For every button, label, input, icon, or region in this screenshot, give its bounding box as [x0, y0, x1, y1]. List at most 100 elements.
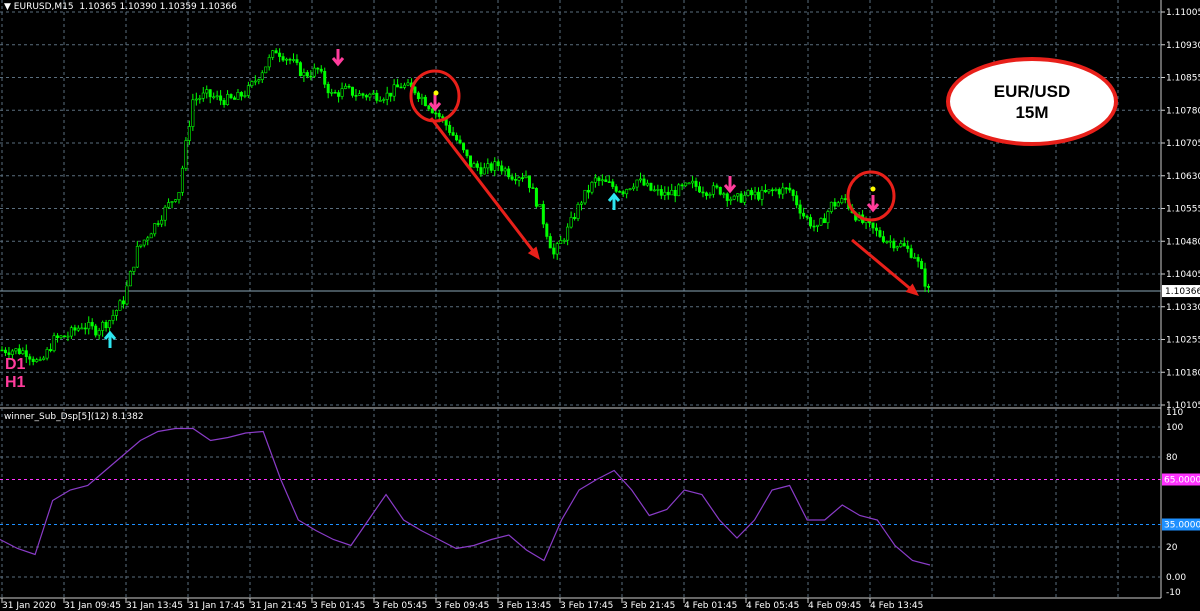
- low-value: 1.10359: [159, 2, 197, 12]
- candle-body: [243, 95, 247, 97]
- time-label: 3 Feb 13:45: [498, 601, 551, 611]
- candle-body: [708, 194, 712, 196]
- candle-body: [42, 357, 46, 360]
- candle-body: [361, 93, 365, 96]
- candle-body: [527, 175, 531, 188]
- time-label: 31 Jan 17:45: [188, 601, 245, 611]
- candle-body: [902, 243, 906, 247]
- signal-dot: [433, 90, 439, 96]
- candle-body: [208, 89, 212, 98]
- candle-body: [38, 359, 42, 361]
- candle-body: [434, 112, 438, 115]
- time-label: 3 Feb 17:45: [560, 601, 613, 611]
- candle-body: [711, 185, 715, 195]
- candle-body: [14, 348, 18, 352]
- candle-body: [500, 165, 504, 172]
- candle-body: [666, 191, 670, 196]
- candle-body: [295, 59, 299, 63]
- time-label: 3 Feb 01:45: [312, 601, 365, 611]
- candle-body: [743, 195, 747, 203]
- candle-body: [916, 257, 920, 262]
- candle-body: [385, 92, 389, 100]
- candle-body: [267, 57, 271, 68]
- candle-body: [781, 187, 785, 195]
- time-label: 31 Jan 2020: [2, 601, 56, 611]
- time-label: 4 Feb 13:45: [870, 601, 923, 611]
- candle-body: [357, 93, 361, 96]
- candle-body: [920, 260, 924, 270]
- candle-body: [670, 190, 674, 196]
- candle-body: [736, 193, 740, 197]
- candle-body: [586, 189, 590, 193]
- candle-body: [392, 84, 396, 97]
- candle-body: [659, 189, 663, 196]
- candle-body: [101, 321, 105, 331]
- candle-body: [559, 240, 563, 244]
- time-label: 31 Jan 09:45: [64, 601, 121, 611]
- candle-body: [878, 230, 882, 237]
- candle-body: [285, 58, 289, 61]
- candle-body: [139, 244, 143, 247]
- candle-body: [510, 176, 514, 180]
- candle-body: [704, 192, 708, 196]
- candle-body: [250, 81, 254, 87]
- candle-body: [468, 155, 472, 168]
- candle-body: [316, 67, 320, 70]
- close-value: 1.10366: [199, 2, 237, 12]
- candle-body: [104, 321, 108, 329]
- candle-body: [913, 257, 917, 259]
- candle-body: [718, 186, 722, 195]
- candle-body: [371, 92, 375, 95]
- price-label: 1.10180: [1166, 368, 1200, 378]
- candle-body: [420, 96, 424, 100]
- bubble-timeframe: 15M: [1015, 102, 1049, 122]
- price-label: 1.10480: [1166, 237, 1200, 247]
- candle-body: [652, 189, 656, 192]
- candle-body: [135, 246, 139, 268]
- price-label: 1.10330: [1166, 303, 1200, 313]
- candle-body: [253, 80, 257, 83]
- candle-body: [416, 92, 420, 100]
- candle-body: [507, 168, 511, 178]
- candle-body: [458, 139, 462, 144]
- indicator-axis-label: 100: [1166, 423, 1183, 433]
- candle-body: [97, 330, 101, 336]
- indicator-axis-label: 20: [1166, 543, 1178, 553]
- candle-body: [697, 186, 701, 193]
- candle-body: [174, 199, 178, 202]
- price-label: 1.10930: [1166, 41, 1200, 51]
- candle-body: [281, 56, 285, 61]
- candle-body: [399, 86, 403, 89]
- time-label: 3 Feb 05:45: [374, 601, 427, 611]
- candle-body: [201, 92, 205, 99]
- time-label: 4 Feb 05:45: [746, 601, 799, 611]
- candle-body: [226, 94, 230, 105]
- candle-body: [871, 222, 875, 229]
- candle-body: [663, 191, 667, 196]
- candle-body: [788, 187, 792, 191]
- bubble-pair: EUR/USD: [993, 81, 1071, 101]
- candle-body: [125, 285, 129, 305]
- h1-label: H1: [5, 374, 26, 391]
- candle-body: [156, 223, 160, 225]
- candle-body: [406, 82, 410, 86]
- candle-body: [430, 108, 434, 114]
- candle-body: [739, 193, 743, 203]
- indicator-level-box: [1162, 473, 1200, 486]
- candle-body: [455, 135, 459, 141]
- candle-body: [76, 327, 80, 331]
- candle-body: [160, 219, 164, 225]
- current-price-box: [1162, 285, 1200, 298]
- pair-timeframe-bubble: EUR/USD 15M: [946, 57, 1118, 146]
- time-label: 31 Jan 13:45: [126, 601, 183, 611]
- candle-body: [462, 142, 466, 151]
- candle-body: [28, 356, 32, 360]
- candle-body: [538, 204, 542, 207]
- candle-body: [621, 191, 625, 195]
- candle-body: [625, 189, 629, 195]
- candle-body: [187, 126, 191, 141]
- candle-body: [569, 217, 573, 228]
- collapse-triangle-icon[interactable]: ▼: [4, 2, 11, 12]
- signal-up-arrow-icon: [607, 192, 621, 210]
